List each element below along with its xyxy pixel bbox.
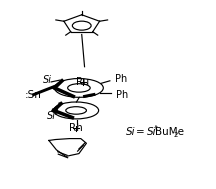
Text: Ru: Ru	[76, 77, 89, 87]
Text: BuMe: BuMe	[156, 127, 184, 137]
Text: Si: Si	[147, 127, 157, 137]
Text: 2: 2	[174, 132, 178, 138]
Text: Si: Si	[43, 75, 52, 85]
Text: Si: Si	[47, 111, 56, 121]
Text: Ph: Ph	[114, 74, 127, 84]
Text: =: =	[135, 127, 144, 137]
Text: Si: Si	[126, 127, 135, 137]
Text: t: t	[155, 125, 158, 131]
Text: :Sn: :Sn	[24, 91, 41, 100]
Text: Ph: Ph	[116, 90, 129, 99]
Text: Rh: Rh	[69, 123, 83, 133]
